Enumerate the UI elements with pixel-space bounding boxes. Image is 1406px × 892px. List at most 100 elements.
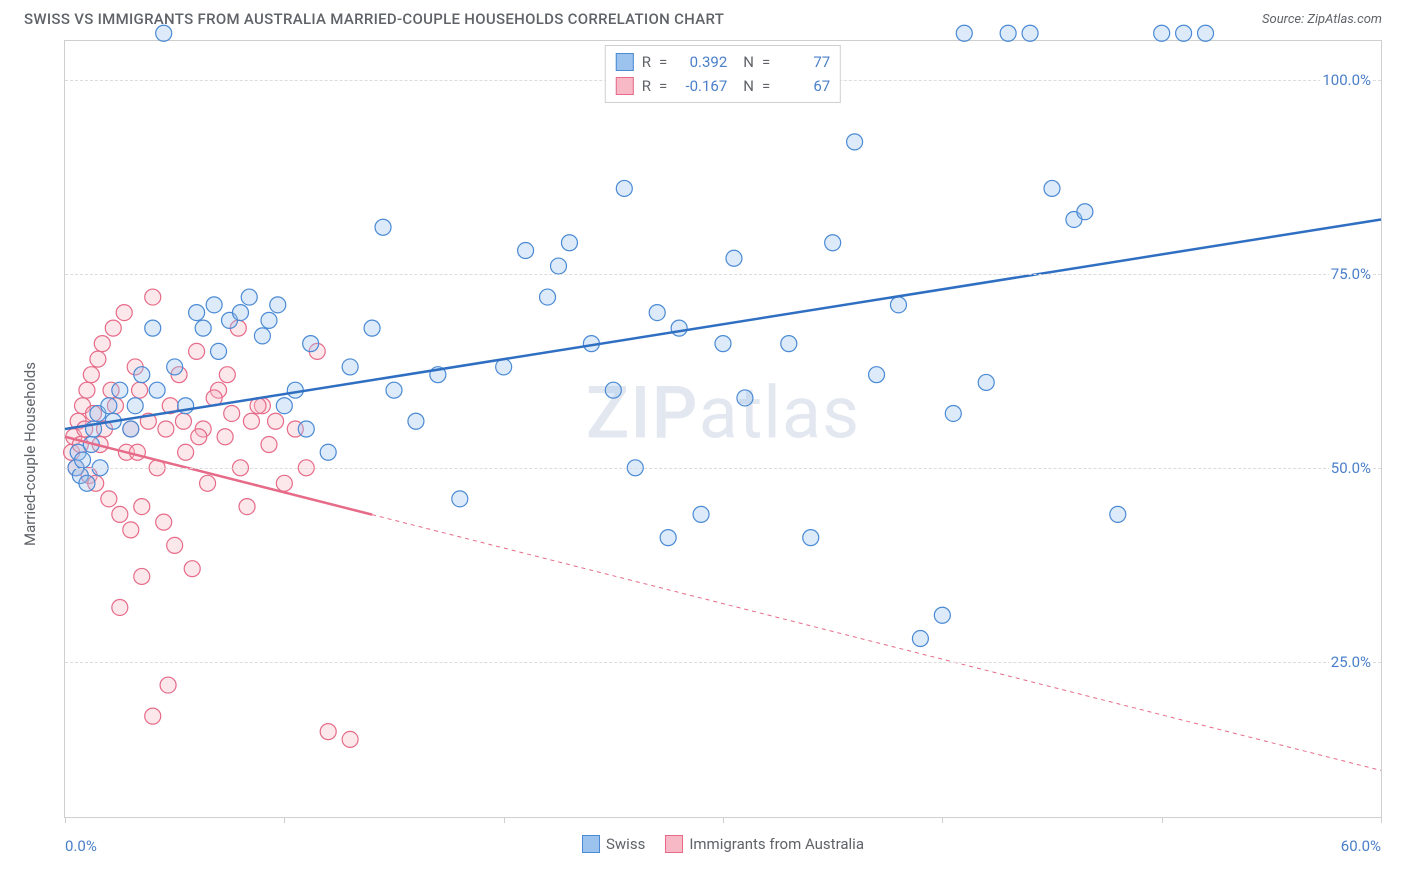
data-point [934, 607, 950, 623]
data-point [1000, 25, 1016, 41]
data-point [160, 677, 176, 693]
data-point [715, 336, 731, 352]
data-point [112, 382, 128, 398]
data-point [134, 568, 150, 584]
data-point [1077, 204, 1093, 220]
data-point [189, 343, 205, 359]
y-tick-label: 50.0% [1329, 459, 1373, 477]
data-point [386, 382, 402, 398]
data-point [105, 320, 121, 336]
data-point [195, 320, 211, 336]
legend-item-australia: Immigrants from Australia [665, 835, 864, 853]
x-tick [65, 817, 66, 823]
data-point [83, 367, 99, 383]
bottom-legend: Swiss Immigrants from Australia [582, 835, 864, 853]
data-point [189, 305, 205, 321]
data-point [605, 382, 621, 398]
data-point [1110, 506, 1126, 522]
data-point [261, 437, 277, 453]
gridline [65, 662, 1381, 663]
data-point [693, 506, 709, 522]
data-point [364, 320, 380, 336]
y-tick-label: 25.0% [1329, 653, 1373, 671]
data-point [79, 382, 95, 398]
y-tick-label: 75.0% [1329, 265, 1373, 283]
data-point [1154, 25, 1170, 41]
data-point [239, 499, 255, 515]
data-point [191, 429, 207, 445]
data-point [178, 444, 194, 460]
data-point [232, 305, 248, 321]
data-point [342, 359, 358, 375]
data-point [132, 382, 148, 398]
data-point [561, 235, 577, 251]
data-point [145, 320, 161, 336]
data-point [320, 724, 336, 740]
data-point [496, 359, 512, 375]
data-point [803, 530, 819, 546]
data-point [158, 421, 174, 437]
data-point [649, 305, 665, 321]
data-point [737, 390, 753, 406]
data-point [320, 444, 336, 460]
data-point [184, 561, 200, 577]
trend-line [372, 515, 1381, 771]
data-point [408, 413, 424, 429]
legend-item-swiss: Swiss [582, 835, 645, 853]
stats-row-australia: R= -0.167 N= 67 [616, 74, 830, 98]
data-point [726, 250, 742, 266]
data-point [375, 219, 391, 235]
swiss-legend-label: Swiss [606, 835, 645, 853]
data-point [79, 475, 95, 491]
data-point [1176, 25, 1192, 41]
data-point [912, 631, 928, 647]
data-point [945, 405, 961, 421]
data-point [671, 320, 687, 336]
data-point [149, 382, 165, 398]
data-point [127, 398, 143, 414]
data-point [167, 359, 183, 375]
australia-swatch [616, 77, 634, 95]
data-point [847, 134, 863, 150]
y-axis-label: Married-couple Households [21, 362, 39, 546]
y-tick-label: 100.0% [1320, 71, 1373, 89]
x-tick [284, 817, 285, 823]
data-point [781, 336, 797, 352]
data-point [243, 413, 259, 429]
x-tick [1162, 817, 1163, 823]
gridline [65, 274, 1381, 275]
data-point [342, 731, 358, 747]
data-point [270, 297, 286, 313]
chart-container: Married-couple Households ZIPatlas R= 0.… [24, 40, 1382, 868]
australia-legend-swatch [665, 835, 683, 853]
data-point [116, 305, 132, 321]
data-point [660, 530, 676, 546]
swiss-r-value: 0.392 [675, 50, 727, 74]
data-point [134, 367, 150, 383]
data-point [518, 243, 534, 259]
data-point [298, 421, 314, 437]
data-point [1198, 25, 1214, 41]
data-point [200, 475, 216, 491]
data-point [978, 374, 994, 390]
data-point [101, 398, 117, 414]
plot-area: ZIPatlas R= 0.392 N= 77 R= -0.167 N= 67 … [64, 40, 1382, 818]
data-point [303, 336, 319, 352]
data-point [261, 312, 277, 328]
data-point [1022, 25, 1038, 41]
data-point [452, 491, 468, 507]
data-point [145, 708, 161, 724]
data-point [276, 475, 292, 491]
data-point [175, 413, 191, 429]
source-attribution: Source: ZipAtlas.com [1262, 12, 1382, 27]
swiss-n-value: 77 [778, 50, 830, 74]
data-point [217, 429, 233, 445]
data-point [123, 421, 139, 437]
scatter-svg [65, 41, 1381, 817]
x-tick [942, 817, 943, 823]
data-point [211, 343, 227, 359]
data-point [869, 367, 885, 383]
data-point [112, 506, 128, 522]
data-point [276, 398, 292, 414]
data-point [90, 351, 106, 367]
